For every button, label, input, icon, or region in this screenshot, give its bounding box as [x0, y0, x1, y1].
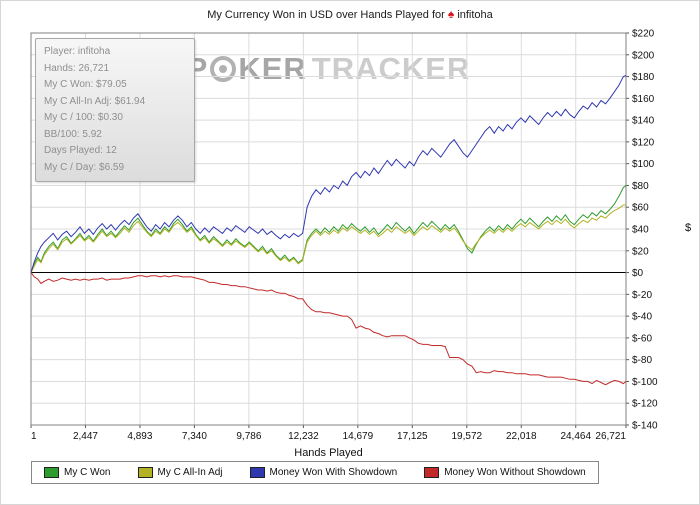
stats-line: Hands: 26,721 [44, 62, 110, 74]
x-tick-label: 1 [31, 431, 37, 442]
y-tick-label: $-60 [632, 333, 652, 344]
legend-label: Money Won With Showdown [269, 467, 398, 478]
legend-item: My C All-In Adj [137, 467, 223, 478]
x-tick-label: 9,786 [236, 431, 261, 442]
x-tick-label: 26,721 [595, 431, 626, 442]
x-tick-label: 2,447 [73, 431, 98, 442]
y-tick-label: $0 [632, 268, 644, 279]
watermark-text-light: TRACKER [311, 51, 471, 86]
y-tick-label: $220 [632, 29, 655, 40]
legend-swatch [249, 467, 265, 478]
legend-item: My C Won [44, 467, 111, 478]
legend-swatch [424, 467, 440, 478]
y-tick-label: $60 [632, 203, 649, 214]
legend-label: My C All-In Adj [157, 467, 223, 478]
x-tick-label: 24,464 [560, 431, 591, 442]
legend-swatch [44, 467, 59, 478]
logo-dot [219, 65, 228, 73]
stats-line: My C / Day: $6.59 [44, 161, 125, 173]
y-tick-label: $-80 [632, 355, 652, 366]
legend-item: Money Won Without Showdown [424, 467, 586, 478]
legend-label: Money Won Without Showdown [444, 467, 586, 478]
series-line-money-won-with-showdown [30, 75, 627, 273]
stats-line: My C All-In Adj: $61.94 [44, 95, 146, 107]
x-tick-label: 17,125 [397, 431, 428, 442]
chart-title-text: My Currency Won in USD over Hands Played… [207, 9, 445, 21]
y-tick-label: $-100 [632, 377, 658, 388]
y-tick-label: $-20 [632, 290, 652, 301]
pokerstars-spade-icon: ♠ [447, 7, 455, 21]
series-line-my-c-won [30, 185, 627, 273]
y-tick-label: $100 [632, 159, 655, 170]
y-tick-label: $200 [632, 50, 655, 61]
series-line-my-c-all-in-adj [30, 204, 626, 273]
y-tick-label: $20 [632, 246, 649, 257]
pokertracker-watermark: P KER TRACKER [31, 51, 626, 87]
x-tick-label: 4,893 [127, 431, 152, 442]
stats-line: BB/100: 5.92 [44, 128, 102, 140]
y-tick-label: $-120 [632, 399, 658, 410]
watermark-text: KER [238, 51, 307, 86]
stats-line: Days Played: 12 [44, 145, 117, 156]
x-tick-label: 12,232 [288, 431, 319, 442]
stats-line: My C / 100: $0.30 [44, 112, 123, 123]
legend-label: My C Won [64, 467, 111, 478]
y-tick-label: $180 [632, 72, 655, 83]
legend-swatch [137, 467, 153, 478]
x-tick-label: 22,018 [506, 431, 537, 442]
y-tick-label: $-140 [632, 421, 658, 432]
y-tick-label: $40 [632, 225, 649, 236]
chart-title-player: infitoha [457, 9, 493, 21]
x-tick-label: 7,340 [182, 431, 207, 442]
chart-title: My Currency Won in USD over Hands Played… [1, 7, 699, 21]
y-tick-label: $80 [632, 181, 649, 192]
chart-legend: My C Won My C All-In Adj Money Won With Sh… [31, 461, 599, 484]
stats-box: Player: infitoha Hands: 26,721 My C Won: $… [35, 38, 195, 182]
y-tick-label: $-40 [632, 312, 652, 323]
y-axis-unit-label: $ [685, 222, 692, 234]
x-tick-label: 19,572 [452, 431, 483, 442]
legend-item: Money Won With Showdown [249, 467, 398, 478]
stats-line: Player: infitoha [44, 46, 111, 57]
y-tick-label: $140 [632, 116, 655, 127]
pokertracker-logo-icon [210, 56, 237, 82]
y-tick-label: $160 [632, 94, 655, 105]
stats-line: My C Won: $79.05 [44, 79, 127, 90]
y-tick-label: $120 [632, 137, 655, 148]
x-axis-title: Hands Played [294, 447, 363, 459]
x-tick-label: 14,679 [343, 431, 374, 442]
series-line-money-won-without-showdown [30, 272, 627, 386]
